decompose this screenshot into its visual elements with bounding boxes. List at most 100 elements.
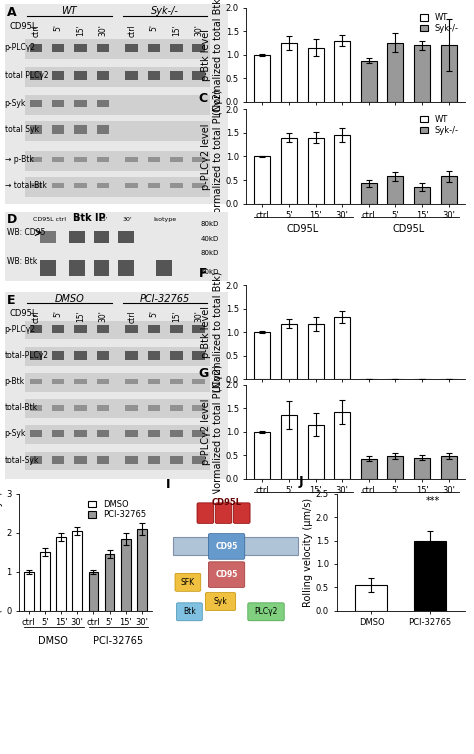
Text: p-Syk: p-Syk	[5, 100, 26, 108]
FancyBboxPatch shape	[192, 431, 205, 437]
FancyBboxPatch shape	[30, 44, 42, 52]
Text: CD95: CD95	[215, 570, 238, 579]
Text: 30': 30'	[98, 23, 107, 35]
Bar	[334, 41, 350, 102]
Text: total PLCγ2: total PLCγ2	[5, 71, 48, 80]
Bar	[255, 431, 270, 479]
FancyBboxPatch shape	[25, 176, 210, 197]
FancyBboxPatch shape	[94, 260, 109, 276]
FancyBboxPatch shape	[52, 125, 64, 134]
Text: Isotype: Isotype	[154, 217, 177, 222]
Text: 15': 15'	[98, 217, 108, 222]
FancyBboxPatch shape	[30, 158, 42, 162]
Bar	[255, 157, 270, 204]
Bar	[56, 537, 66, 611]
FancyBboxPatch shape	[30, 182, 42, 188]
FancyBboxPatch shape	[148, 431, 160, 437]
FancyBboxPatch shape	[233, 503, 250, 523]
Text: D: D	[7, 213, 17, 225]
FancyBboxPatch shape	[205, 593, 236, 611]
FancyBboxPatch shape	[97, 44, 109, 52]
Text: ctrl: ctrl	[31, 23, 40, 36]
FancyBboxPatch shape	[170, 326, 182, 333]
Text: 30': 30'	[194, 23, 203, 35]
Text: PCI-32765: PCI-32765	[383, 500, 434, 510]
FancyBboxPatch shape	[126, 71, 138, 80]
Bar	[308, 324, 324, 379]
FancyBboxPatch shape	[30, 100, 42, 108]
Text: ctrl: ctrl	[127, 23, 136, 36]
FancyBboxPatch shape	[126, 182, 138, 188]
FancyBboxPatch shape	[192, 71, 205, 80]
Legend: WT, Syk-/-: WT, Syk-/-	[418, 12, 460, 35]
Text: CD95L: CD95L	[286, 225, 319, 234]
FancyBboxPatch shape	[74, 71, 87, 80]
Text: total-Btk: total-Btk	[5, 403, 38, 412]
Bar	[414, 187, 430, 204]
FancyBboxPatch shape	[52, 456, 64, 464]
Text: 5': 5'	[149, 23, 158, 31]
FancyBboxPatch shape	[170, 182, 182, 188]
Text: 5': 5'	[75, 217, 81, 222]
FancyBboxPatch shape	[40, 231, 56, 243]
Text: WB: CD95: WB: CD95	[7, 228, 46, 238]
FancyBboxPatch shape	[74, 326, 87, 333]
Text: → p-Btk: → p-Btk	[5, 155, 34, 164]
Text: DMSO: DMSO	[287, 400, 317, 410]
FancyBboxPatch shape	[74, 405, 87, 410]
FancyBboxPatch shape	[148, 405, 160, 410]
Text: DMSO: DMSO	[287, 500, 317, 510]
Bar	[334, 412, 350, 479]
FancyBboxPatch shape	[97, 125, 109, 134]
FancyBboxPatch shape	[126, 405, 138, 410]
FancyBboxPatch shape	[156, 260, 172, 276]
FancyBboxPatch shape	[192, 182, 205, 188]
Y-axis label: p-Btk level
(Normalized to total Btk): p-Btk level (Normalized to total Btk)	[201, 272, 223, 392]
FancyBboxPatch shape	[97, 351, 109, 360]
Y-axis label: p-PLCγ2 level
(Normalized to total PLCγ2): p-PLCγ2 level (Normalized to total PLCγ2…	[201, 89, 223, 224]
FancyBboxPatch shape	[69, 260, 85, 276]
FancyBboxPatch shape	[209, 534, 245, 559]
FancyBboxPatch shape	[25, 347, 210, 366]
FancyBboxPatch shape	[126, 431, 138, 437]
FancyBboxPatch shape	[40, 260, 56, 276]
FancyBboxPatch shape	[192, 405, 205, 410]
FancyBboxPatch shape	[25, 66, 210, 87]
FancyBboxPatch shape	[30, 405, 42, 410]
Text: A: A	[7, 6, 17, 19]
Text: 80kD: 80kD	[200, 250, 219, 256]
FancyBboxPatch shape	[52, 379, 64, 384]
FancyBboxPatch shape	[248, 603, 284, 621]
Text: p-PLCγ2: p-PLCγ2	[5, 325, 36, 334]
Text: DMSO: DMSO	[38, 636, 68, 646]
FancyBboxPatch shape	[126, 158, 138, 162]
Text: 15': 15'	[76, 23, 85, 35]
Bar	[105, 554, 114, 611]
Text: p-Syk: p-Syk	[5, 430, 26, 438]
Bar	[414, 45, 430, 102]
FancyBboxPatch shape	[74, 100, 87, 108]
Bar	[308, 48, 324, 102]
FancyBboxPatch shape	[126, 379, 138, 384]
Text: 40kD: 40kD	[201, 236, 219, 242]
Text: CD95L: CD95L	[392, 225, 425, 234]
FancyBboxPatch shape	[52, 431, 64, 437]
FancyBboxPatch shape	[97, 100, 109, 108]
FancyBboxPatch shape	[52, 351, 64, 360]
FancyBboxPatch shape	[126, 44, 138, 52]
Text: 80kD: 80kD	[200, 221, 219, 227]
Bar	[334, 135, 350, 204]
FancyBboxPatch shape	[25, 38, 210, 59]
Text: PCI-32765: PCI-32765	[140, 293, 190, 304]
Y-axis label: p-Btk level
(Normalized to total Btk): p-Btk level (Normalized to total Btk)	[201, 0, 223, 115]
Text: CD95L: CD95L	[286, 122, 319, 133]
Bar	[441, 45, 456, 102]
FancyBboxPatch shape	[74, 158, 87, 162]
FancyBboxPatch shape	[25, 151, 210, 170]
FancyBboxPatch shape	[126, 351, 138, 360]
Text: ctrl: ctrl	[31, 311, 40, 323]
FancyBboxPatch shape	[97, 71, 109, 80]
Text: I: I	[166, 478, 170, 492]
Bar	[281, 138, 297, 204]
FancyBboxPatch shape	[30, 379, 42, 384]
